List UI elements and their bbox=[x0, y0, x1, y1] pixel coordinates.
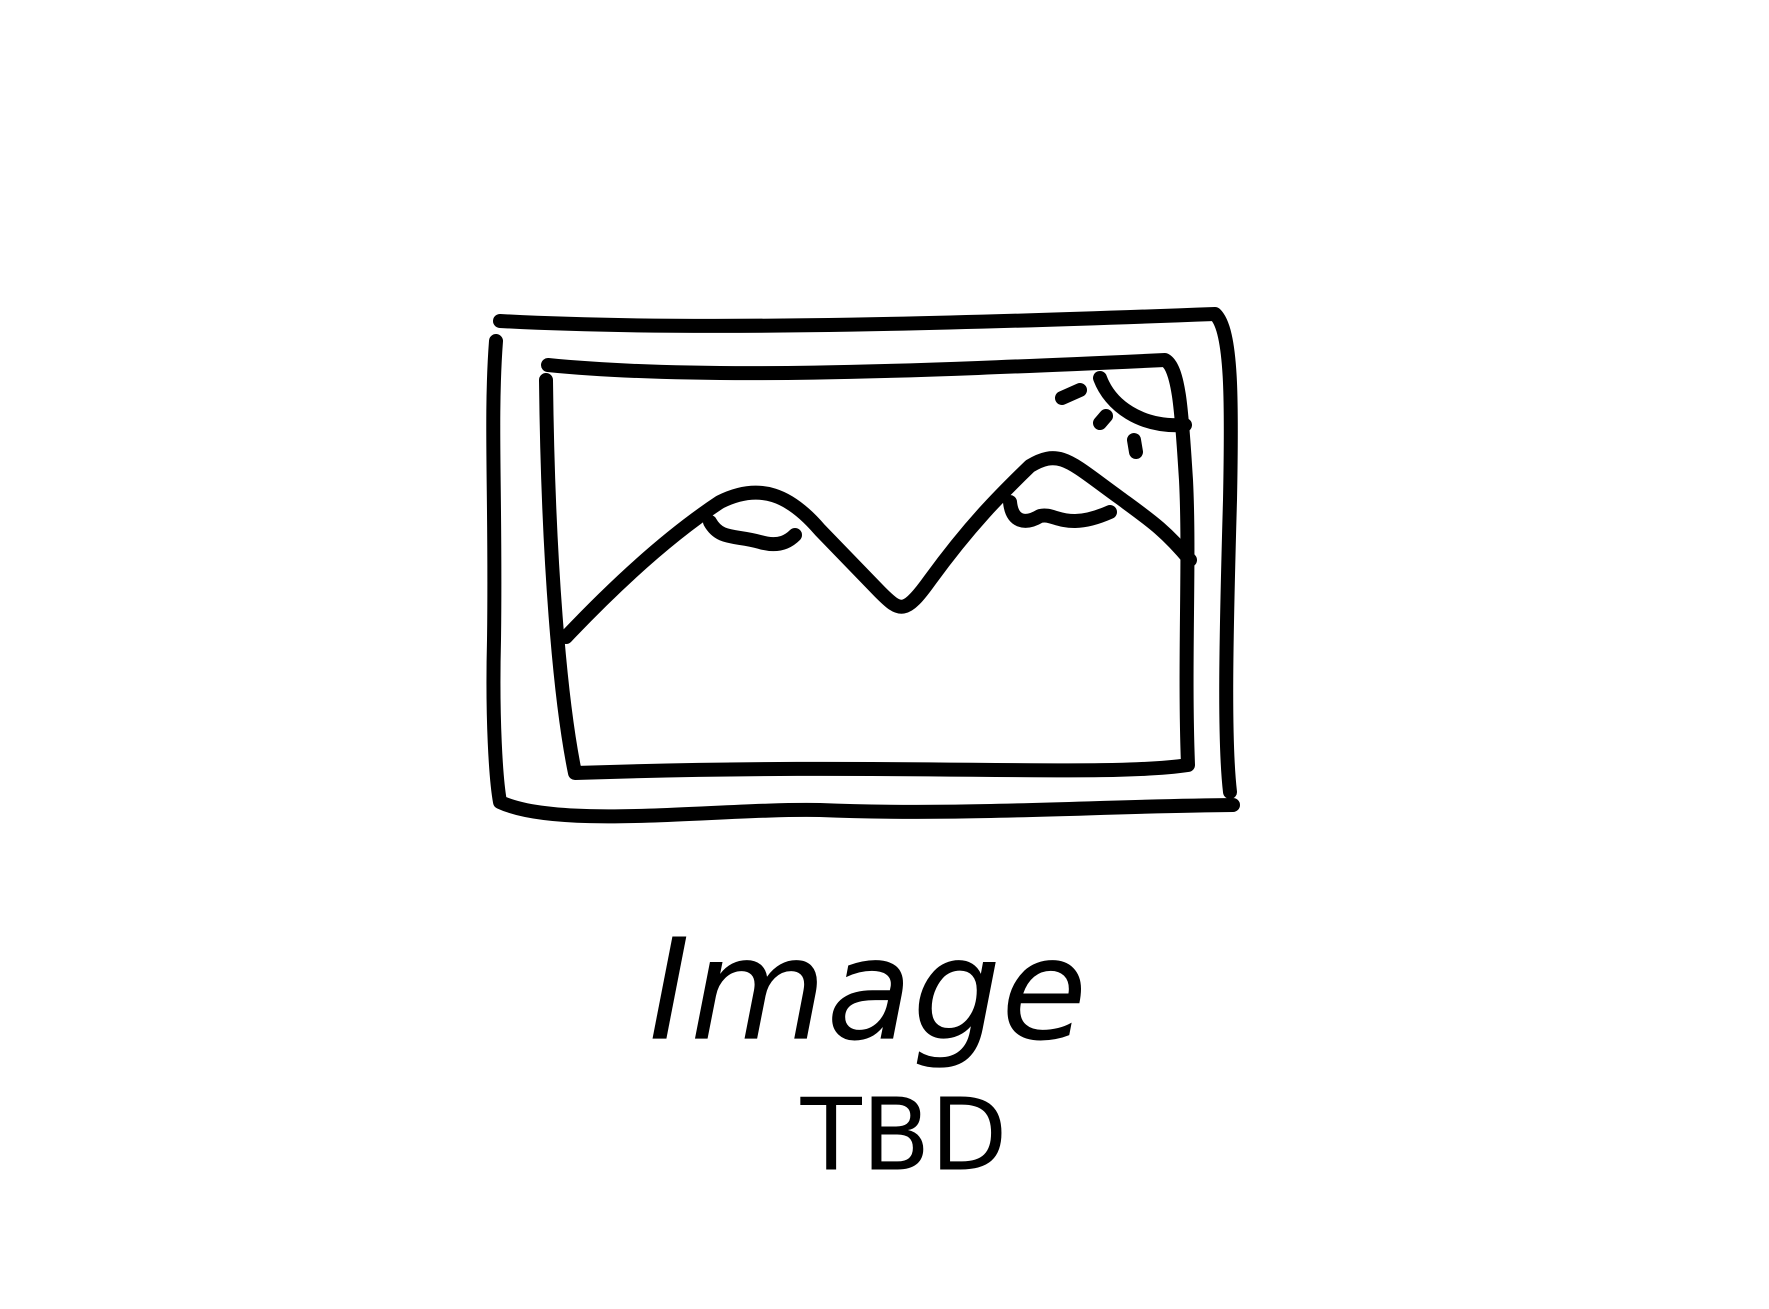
mountains bbox=[559, 451, 1197, 644]
inner-frame bbox=[539, 353, 1195, 780]
placeholder-title: Image bbox=[649, 910, 1087, 1073]
snow-caps bbox=[703, 495, 1117, 552]
placeholder-subtitle: TBD bbox=[800, 1076, 1008, 1193]
sun bbox=[1055, 371, 1192, 459]
outer-frame bbox=[486, 307, 1240, 824]
image-icon bbox=[486, 307, 1240, 824]
